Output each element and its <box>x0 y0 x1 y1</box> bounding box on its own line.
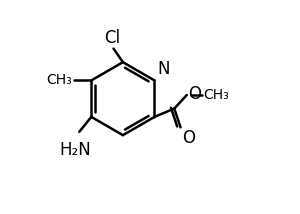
Text: N: N <box>157 60 170 78</box>
Text: Cl: Cl <box>104 28 121 47</box>
Text: O: O <box>188 85 202 103</box>
Text: H₂N: H₂N <box>60 141 91 159</box>
Text: CH₃: CH₃ <box>46 73 72 88</box>
Text: O: O <box>182 129 195 147</box>
Text: CH₃: CH₃ <box>203 88 229 102</box>
